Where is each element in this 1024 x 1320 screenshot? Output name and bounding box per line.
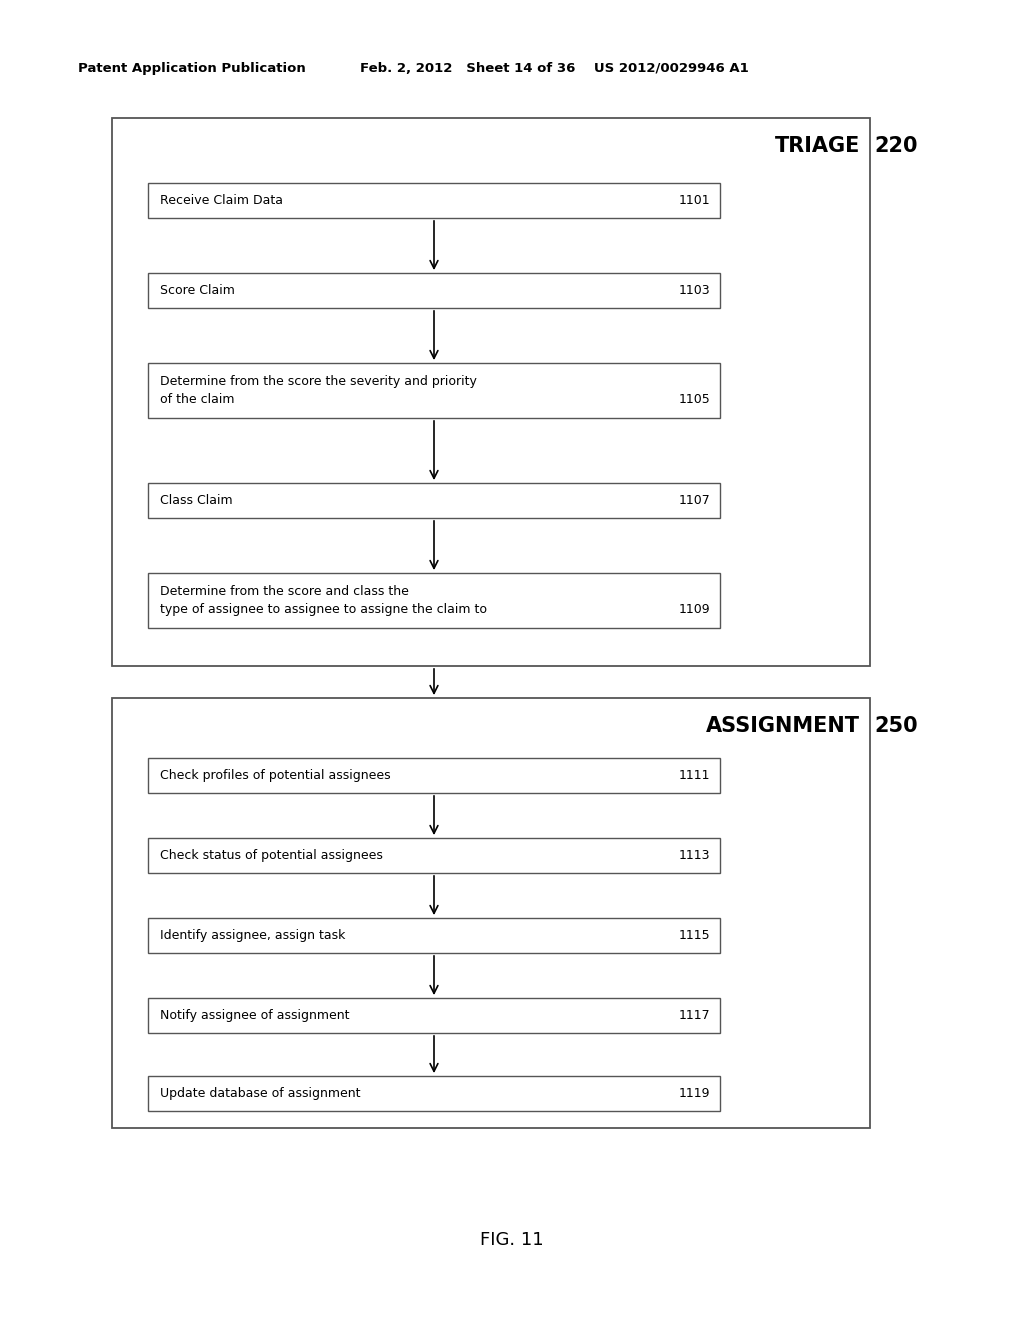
Text: of the claim: of the claim <box>160 393 234 407</box>
Text: 1115: 1115 <box>678 929 710 942</box>
Text: 1111: 1111 <box>679 770 710 781</box>
Bar <box>148 363 720 418</box>
Text: Feb. 2, 2012   Sheet 14 of 36    US 2012/0029946 A1: Feb. 2, 2012 Sheet 14 of 36 US 2012/0029… <box>360 62 749 75</box>
Text: Check profiles of potential assignees: Check profiles of potential assignees <box>160 770 390 781</box>
Bar <box>148 573 720 628</box>
Text: Update database of assignment: Update database of assignment <box>160 1086 360 1100</box>
Bar <box>148 483 720 517</box>
Text: FIG. 11: FIG. 11 <box>480 1232 544 1249</box>
Text: Notify assignee of assignment: Notify assignee of assignment <box>160 1008 349 1022</box>
Bar <box>148 838 720 873</box>
Text: 1107: 1107 <box>678 494 710 507</box>
Bar <box>148 183 720 218</box>
Bar <box>148 998 720 1034</box>
Text: ASSIGNMENT: ASSIGNMENT <box>706 715 860 737</box>
Bar <box>148 1076 720 1111</box>
Text: 1113: 1113 <box>679 849 710 862</box>
Bar <box>112 117 870 667</box>
Text: Check status of potential assignees: Check status of potential assignees <box>160 849 383 862</box>
Text: 1109: 1109 <box>678 603 710 616</box>
Text: Receive Claim Data: Receive Claim Data <box>160 194 283 207</box>
Text: 1117: 1117 <box>678 1008 710 1022</box>
Text: 220: 220 <box>874 136 918 156</box>
Text: TRIAGE: TRIAGE <box>774 136 860 156</box>
Text: Determine from the score and class the: Determine from the score and class the <box>160 585 409 598</box>
Text: Patent Application Publication: Patent Application Publication <box>78 62 306 75</box>
Bar <box>112 698 870 1129</box>
Text: type of assignee to assignee to assigne the claim to: type of assignee to assignee to assigne … <box>160 603 487 616</box>
Bar <box>148 917 720 953</box>
Text: 1105: 1105 <box>678 393 710 407</box>
Text: Score Claim: Score Claim <box>160 284 234 297</box>
Text: 1103: 1103 <box>678 284 710 297</box>
Text: Determine from the score the severity and priority: Determine from the score the severity an… <box>160 375 477 388</box>
Bar <box>148 758 720 793</box>
Bar <box>148 273 720 308</box>
Text: 1119: 1119 <box>679 1086 710 1100</box>
Text: 250: 250 <box>874 715 918 737</box>
Text: 1101: 1101 <box>678 194 710 207</box>
Text: Class Claim: Class Claim <box>160 494 232 507</box>
Text: Identify assignee, assign task: Identify assignee, assign task <box>160 929 345 942</box>
